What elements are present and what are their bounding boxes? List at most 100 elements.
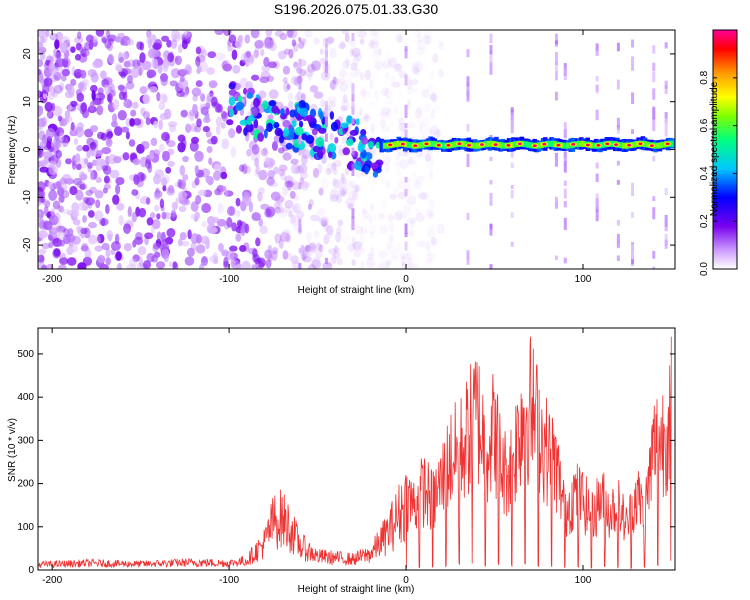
- noise-blob: [394, 104, 399, 115]
- noise-blob: [60, 36, 70, 45]
- noise-blob: [146, 252, 155, 263]
- signal-core-cell: [383, 142, 388, 149]
- noise-blob: [301, 38, 307, 46]
- noise-blob: [368, 216, 373, 225]
- noise-blob: [421, 131, 429, 139]
- noise-blob: [271, 141, 278, 152]
- noise-blob: [267, 61, 278, 69]
- noise-blob: [178, 205, 187, 213]
- vertical-streak: [652, 250, 656, 259]
- noise-blob: [241, 260, 251, 269]
- signal-core-cell: [552, 141, 557, 148]
- noise-blob: [369, 79, 374, 90]
- vertical-streak: [631, 259, 635, 265]
- noise-blob: [55, 57, 65, 68]
- noise-blob: [105, 204, 110, 215]
- y-tick-label: 10: [22, 96, 33, 108]
- signal-core-cell: [619, 142, 624, 149]
- vertical-streak: [616, 233, 620, 244]
- signal-peak: [517, 142, 522, 146]
- noise-blob: [59, 131, 65, 142]
- converging-blob: [285, 142, 293, 150]
- noise-blob: [100, 70, 107, 80]
- signal-peak: [556, 143, 561, 147]
- noise-blob: [339, 177, 345, 186]
- noise-blob: [427, 211, 434, 220]
- noise-blob: [94, 210, 104, 222]
- noise-blob: [136, 262, 145, 269]
- noise-blob: [362, 116, 368, 124]
- noise-blob: [237, 35, 243, 43]
- noise-blob: [100, 217, 106, 227]
- noise-blob: [41, 35, 48, 44]
- converging-blob: [266, 122, 273, 133]
- noise-blob: [424, 152, 430, 163]
- noise-blob: [399, 252, 409, 260]
- noise-blob: [353, 185, 362, 194]
- noise-blob: [153, 149, 161, 157]
- noise-blob: [95, 164, 103, 172]
- noise-blob: [232, 64, 241, 74]
- colorbar-tick-label: 0.2: [699, 214, 710, 228]
- noise-blob: [291, 181, 301, 191]
- noise-blob: [359, 38, 365, 45]
- vertical-streak: [652, 156, 656, 162]
- signal-core-cell: [475, 142, 480, 149]
- noise-blob: [152, 42, 162, 50]
- noise-blob: [341, 99, 350, 111]
- noise-blob: [386, 107, 392, 119]
- noise-blob: [292, 205, 299, 214]
- vertical-streak: [404, 48, 408, 59]
- noise-blob: [320, 99, 326, 108]
- noise-blob: [78, 53, 88, 63]
- signal-peak: [413, 144, 418, 147]
- noise-blob: [99, 217, 109, 226]
- noise-blob: [216, 218, 227, 227]
- noise-blob: [38, 41, 44, 49]
- noise-blob: [340, 172, 345, 183]
- converging-blob: [228, 89, 237, 96]
- vertical-streak: [351, 208, 355, 218]
- noise-blob: [85, 197, 96, 206]
- signal-core-cell: [529, 142, 534, 149]
- noise-blob: [390, 118, 399, 128]
- noise-blob: [342, 94, 348, 103]
- vertical-streak: [466, 153, 470, 167]
- vertical-streak: [351, 147, 355, 156]
- noise-blob: [412, 58, 418, 68]
- vertical-streak: [510, 109, 514, 114]
- noise-blob: [347, 190, 357, 201]
- vertical-streak: [616, 219, 620, 226]
- noise-blob: [341, 189, 346, 198]
- noise-blob: [182, 174, 189, 181]
- noise-blob: [123, 68, 132, 75]
- noise-blob: [43, 205, 49, 217]
- noise-blob: [396, 79, 403, 90]
- noise-blob: [215, 124, 221, 136]
- noise-blob: [418, 122, 424, 133]
- signal-core-cell: [489, 140, 494, 147]
- noise-blob: [368, 224, 377, 235]
- noise-blob: [341, 30, 349, 35]
- noise-blob: [142, 93, 151, 105]
- noise-blob: [236, 219, 243, 228]
- vertical-streak: [466, 250, 470, 260]
- vertical-streak: [554, 159, 558, 166]
- noise-blob: [87, 161, 93, 169]
- converging-blob: [353, 161, 362, 171]
- noise-blob: [389, 254, 398, 262]
- noise-blob: [75, 153, 81, 163]
- noise-blob: [188, 109, 195, 117]
- noise-blob: [196, 67, 201, 75]
- noise-blob: [84, 128, 94, 138]
- noise-blob: [345, 77, 353, 89]
- snr-y-label: SNR (10 * v/v): [7, 418, 18, 482]
- noise-blob: [400, 255, 406, 267]
- noise-blob: [49, 32, 59, 41]
- noise-blob: [389, 221, 395, 233]
- noise-blob: [76, 31, 82, 40]
- noise-blob: [411, 62, 419, 70]
- noise-blob: [195, 56, 201, 67]
- vertical-streak: [351, 99, 355, 110]
- noise-blob: [39, 50, 46, 61]
